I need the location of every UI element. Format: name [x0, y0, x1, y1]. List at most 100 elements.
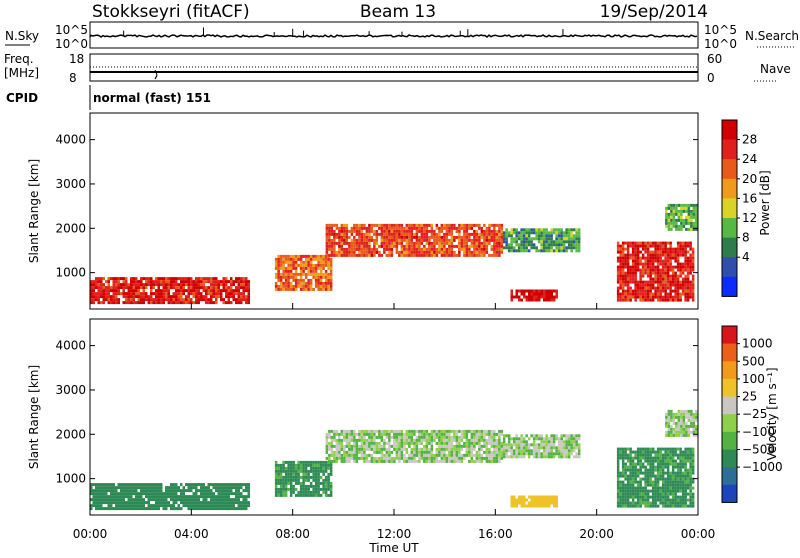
data-cell — [192, 498, 195, 502]
data-cell — [450, 438, 454, 442]
data-cell — [302, 463, 305, 467]
data-cell — [325, 247, 329, 251]
data-cell — [242, 501, 245, 505]
data-cell — [636, 253, 640, 257]
data-cell — [277, 254, 280, 258]
data-cell — [289, 487, 293, 491]
data-cell — [122, 280, 125, 284]
data-cell — [222, 504, 225, 508]
data-cell — [220, 298, 223, 302]
data-cell — [142, 492, 145, 496]
data-cell — [485, 459, 489, 463]
data-cell — [137, 504, 140, 508]
data-cell — [661, 498, 665, 502]
data-cell — [309, 284, 313, 288]
data-cell — [675, 421, 678, 425]
data-cell — [507, 455, 511, 459]
data-cell — [370, 447, 374, 451]
data-cell — [140, 295, 143, 299]
data-cell — [335, 447, 339, 451]
data-cell — [661, 259, 665, 263]
data-cell — [455, 447, 459, 451]
data-cell — [90, 492, 93, 496]
data-cell — [490, 235, 494, 239]
data-cell — [363, 453, 366, 457]
data-cell — [517, 452, 521, 456]
data-cell — [322, 487, 325, 491]
data-cell — [480, 232, 484, 236]
data-cell — [175, 283, 178, 287]
data-cell — [147, 483, 150, 487]
data-cell — [242, 298, 245, 302]
data-cell — [307, 269, 310, 273]
data-cell — [413, 250, 416, 254]
data-cell — [388, 432, 391, 436]
data-cell — [279, 481, 283, 485]
data-cell — [375, 223, 379, 227]
data-cell — [644, 256, 647, 260]
data-cell — [413, 223, 416, 227]
data-cell — [433, 244, 436, 248]
data-cell — [117, 289, 120, 293]
data-cell — [205, 298, 208, 302]
data-cell — [670, 227, 673, 231]
data-cell — [629, 477, 632, 481]
data-cell — [636, 453, 640, 457]
data-cell — [324, 284, 328, 288]
data-cell — [232, 507, 235, 511]
data-cell — [240, 507, 243, 511]
data-cell — [413, 247, 416, 251]
data-cell — [130, 492, 133, 496]
data-cell — [621, 286, 625, 290]
data-cell — [470, 253, 474, 257]
data-cell — [328, 459, 331, 463]
data-cell — [385, 229, 389, 233]
data-cell — [639, 456, 642, 460]
data-cell — [289, 263, 293, 267]
data-cell — [512, 437, 516, 441]
data-cell — [348, 456, 351, 460]
data-cell — [664, 283, 667, 287]
data-cell — [185, 298, 188, 302]
data-cell — [155, 301, 158, 305]
data-cell — [125, 495, 128, 499]
data-cell — [242, 277, 245, 281]
data-cell — [245, 498, 248, 502]
data-cell — [380, 223, 384, 227]
data-cell — [393, 226, 396, 230]
data-cell — [567, 443, 571, 447]
data-cell — [125, 301, 128, 305]
data-cell — [319, 266, 323, 270]
data-cell — [373, 229, 376, 233]
data-cell — [619, 283, 622, 287]
data-cell — [225, 507, 228, 511]
data-cell — [400, 447, 404, 451]
data-cell — [480, 429, 484, 433]
data-cell — [395, 250, 399, 254]
data-cell — [289, 478, 293, 482]
data-cell — [190, 504, 193, 508]
data-cell — [567, 246, 571, 250]
data-cell — [649, 283, 652, 287]
data-cell — [629, 450, 632, 454]
data-cell — [329, 272, 333, 276]
data-cell — [435, 435, 439, 439]
data-cell — [120, 489, 123, 493]
data-cell — [448, 229, 451, 233]
data-cell — [470, 456, 474, 460]
data-cell — [680, 224, 683, 228]
data-cell — [570, 240, 573, 244]
data-cell — [691, 465, 695, 469]
data-cell — [684, 483, 687, 487]
data-cell — [619, 250, 622, 254]
data-cell — [435, 223, 439, 227]
data-cell — [453, 250, 456, 254]
data-cell — [147, 486, 150, 490]
data-cell — [500, 232, 504, 236]
data-cell — [348, 253, 351, 257]
data-cell — [543, 295, 546, 299]
data-cell — [314, 478, 318, 482]
data-cell — [370, 253, 374, 257]
data-cell — [552, 231, 556, 235]
data-cell — [458, 438, 461, 442]
